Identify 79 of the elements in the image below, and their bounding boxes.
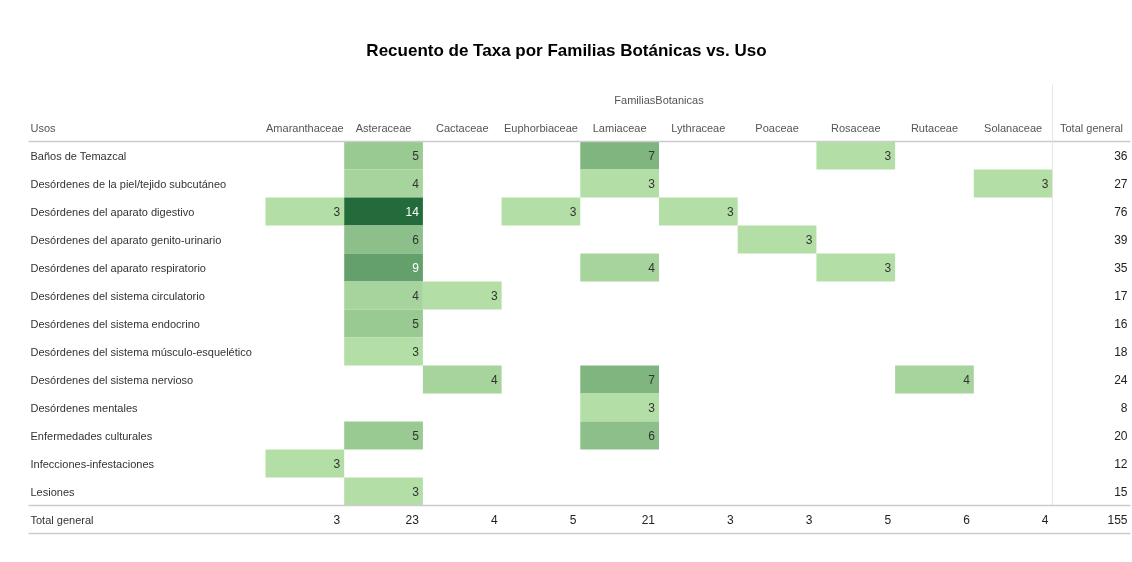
data-label: 3 (727, 205, 735, 219)
y-axis-title: Usos (30, 121, 57, 134)
y2-tick-label: 17 (1114, 289, 1128, 303)
x-tick-label: Rosaceae (830, 121, 881, 134)
x-tick-label: Poaceae (755, 121, 799, 134)
y2-tick-label: 36 (1114, 149, 1128, 163)
y2-tick-label: 20 (1114, 429, 1128, 443)
data-label: 9 (412, 261, 420, 275)
chart-title: Recuento de Taxa por Familias Botánicas vs. Uso (366, 41, 767, 60)
y-tick-label: Enfermedades culturales (30, 429, 153, 442)
y2-tick-label: 18 (1114, 345, 1128, 359)
text: 4 (490, 513, 498, 527)
data-label: 7 (648, 373, 656, 387)
data-label: 6 (412, 233, 420, 247)
x-tick-label: Asteraceae (355, 121, 412, 134)
x-tick-label: Solanaceae (984, 121, 1043, 134)
y-tick-label: Desórdenes del aparato respiratorio (30, 261, 206, 274)
data-label: 14 (405, 205, 420, 219)
x-tick-label: Cactaceae (435, 121, 489, 134)
x-tick-label: Euphorbiaceae (503, 121, 578, 134)
text: 4 (1041, 513, 1049, 527)
data-label: 7 (648, 149, 656, 163)
y2-tick-label: 15 (1114, 485, 1128, 499)
data-label: 3 (805, 233, 813, 247)
data-label: 3 (333, 205, 341, 219)
data-label: 3 (333, 457, 341, 471)
data-label: 4 (490, 373, 498, 387)
y-tick-label: Infecciones-infestaciones (30, 457, 155, 470)
data-label: 3 (884, 149, 892, 163)
y-tick-label: Desórdenes del sistema nervioso (30, 373, 194, 386)
text: 3 (333, 513, 341, 527)
text: 3 (727, 513, 734, 527)
y-tick-label: Desórdenes del aparato genito-urinario (30, 233, 222, 246)
y2-tick-label: 16 (1114, 317, 1128, 331)
data-label: 3 (1041, 177, 1049, 191)
data-label: 5 (412, 317, 420, 331)
y-tick-label: Desórdenes mentales (30, 401, 138, 414)
data-label: 4 (648, 261, 656, 275)
y-tick-label: Desórdenes del aparato digestivo (30, 205, 195, 218)
y2-tick-label: 8 (1120, 401, 1128, 415)
y-tick-label: Desórdenes de la piel/tejido subcutáneo (30, 177, 227, 190)
text: 5 (884, 513, 892, 527)
y2-tick-label: 12 (1114, 457, 1128, 471)
data-label: 6 (648, 429, 656, 443)
x-axis-title: FamiliasBotanicas (614, 93, 705, 106)
text: 23 (405, 513, 419, 527)
text: 155 (1107, 513, 1128, 527)
y2-axis-title: Total general (1060, 121, 1124, 134)
x-tick-label: Amaranthaceae (266, 121, 344, 134)
y-tick-label: Desórdenes del sistema endocrino (30, 317, 200, 330)
text: 6 (963, 513, 970, 527)
data-label: 3 (412, 345, 420, 359)
y2-tick-label: 27 (1114, 177, 1128, 191)
data-label: 3 (412, 485, 420, 499)
y2-tick-label: 76 (1114, 205, 1128, 219)
data-label: 5 (412, 429, 420, 443)
text: Total general (30, 513, 94, 526)
y-tick-label: Lesiones (30, 485, 76, 498)
text: 21 (641, 513, 656, 527)
text: 3 (805, 513, 813, 527)
x-tick-label: Lamiaceae (592, 121, 647, 134)
y2-tick-label: 35 (1114, 261, 1128, 275)
x-tick-label: Lythraceae (671, 121, 726, 134)
data-label: 3 (884, 261, 892, 275)
data-label: 4 (412, 289, 420, 303)
data-label: 5 (412, 149, 420, 163)
y-tick-label: Desórdenes del sistema circulatorio (30, 289, 205, 302)
y-tick-label: Desórdenes del sistema músculo-esquelético (30, 345, 252, 358)
text: 5 (569, 513, 577, 527)
data-label: 4 (963, 373, 971, 387)
data-label: 3 (648, 401, 656, 415)
data-label: 4 (412, 177, 420, 191)
y2-tick-label: 39 (1114, 233, 1128, 247)
y-tick-label: Baños de Temazcal (30, 149, 127, 162)
x-tick-label: Rutaceae (910, 121, 958, 134)
data-label: 3 (490, 289, 498, 303)
data-label: 3 (648, 177, 656, 191)
y2-tick-label: 24 (1114, 373, 1128, 387)
data-label: 3 (569, 205, 577, 219)
